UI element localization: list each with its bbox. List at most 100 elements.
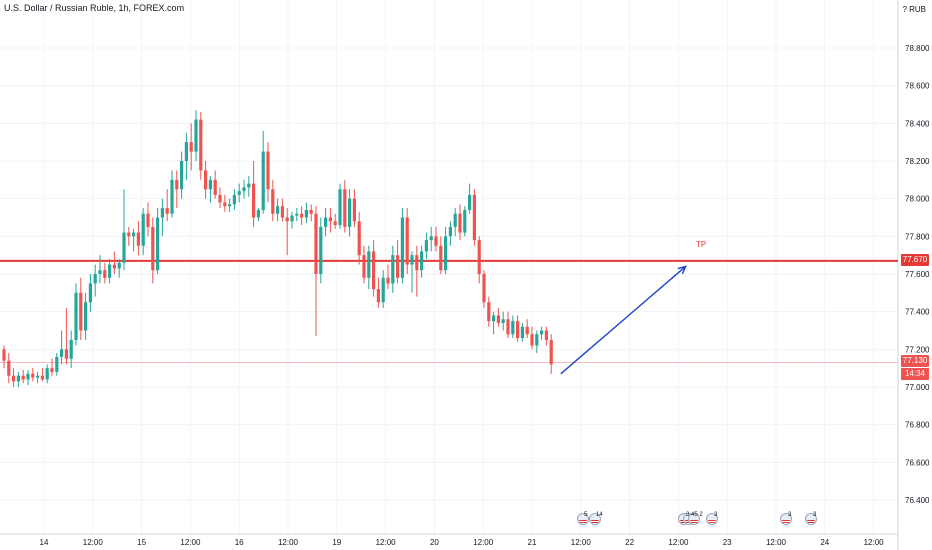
candle-body (549, 339, 553, 365)
currency-marker: ? (902, 5, 910, 14)
candle-body (232, 194, 236, 205)
candle-body (496, 315, 500, 323)
y-tick-label: 76.600 (905, 458, 930, 467)
candle-body (530, 334, 534, 346)
x-tick-label: 23 (723, 538, 732, 547)
candle-body (540, 330, 544, 335)
candle-body (405, 217, 409, 265)
candle-body (352, 198, 356, 222)
event-flag-icon[interactable] (688, 513, 700, 525)
candle-body (348, 198, 352, 227)
y-tick-label: 78.800 (905, 44, 930, 53)
candle-body (328, 217, 332, 222)
candle-body (256, 209, 260, 218)
candle-body (338, 189, 342, 226)
currency-code: RUB (909, 5, 926, 14)
candle-body (362, 255, 366, 278)
candle-body (544, 330, 548, 340)
x-tick-label: 12:00 (180, 538, 201, 547)
countdown-badge: 14:34 (901, 368, 929, 380)
candle-body (343, 189, 347, 227)
x-tick-label: 12:00 (864, 538, 885, 547)
candle-body (184, 142, 188, 161)
x-tick-label: 12:00 (376, 538, 397, 547)
x-tick-label: 15 (137, 538, 146, 547)
candle-body (400, 217, 404, 278)
candle-body (424, 240, 428, 252)
candle-body (458, 213, 462, 233)
candle-body (36, 375, 40, 378)
currency-label: ? RUB (902, 5, 926, 14)
candle-body (156, 217, 160, 271)
event-count: 5 (584, 512, 588, 518)
projection-arrow-line (560, 265, 687, 375)
candle-body (79, 292, 83, 331)
candle-body (189, 142, 193, 152)
candle-body (74, 292, 78, 340)
y-tick-label: 78.600 (905, 82, 930, 91)
candle-body (146, 213, 150, 227)
candle-body (31, 373, 35, 378)
candle-body (410, 255, 414, 265)
event-count: 3 45 2 (686, 512, 703, 518)
candle-body (386, 277, 390, 284)
event-flag-icon[interactable] (589, 513, 601, 525)
event-flag-icon[interactable] (577, 513, 589, 525)
event-flag-icon[interactable] (780, 513, 792, 525)
candle-body (415, 255, 419, 271)
candle-body (98, 270, 102, 274)
candle-body (429, 236, 433, 241)
candle-body (151, 226, 155, 271)
candle-body (252, 183, 256, 218)
candle-body (165, 208, 169, 214)
candle-body (180, 161, 184, 190)
candle-body (208, 179, 212, 190)
candle-body (117, 262, 121, 269)
candle-body (453, 213, 457, 227)
x-tick-label: 14 (40, 538, 49, 547)
event-flag-icon[interactable] (706, 513, 718, 525)
event-flag-icon[interactable] (805, 513, 817, 525)
candle-body (228, 204, 232, 207)
candle-body (136, 232, 140, 246)
candle-body (88, 283, 92, 303)
candle-body (482, 274, 486, 303)
symbol-title: U.S. Dollar / Russian Ruble, 1h, FOREX.c… (4, 3, 185, 13)
tp-price-badge: 77.670 (901, 254, 929, 266)
candle-body (84, 302, 88, 331)
candle-body (7, 360, 11, 376)
candle-body (448, 226, 452, 237)
y-tick-label: 77.000 (905, 383, 930, 392)
candle-body (261, 151, 265, 210)
candle-body (55, 356, 59, 372)
candle-body (170, 179, 174, 214)
candle-body (391, 255, 395, 284)
x-tick-label: 19 (332, 538, 341, 547)
candle-body (276, 206, 280, 214)
candle-body (122, 232, 126, 263)
candle-body (309, 209, 313, 214)
candle-body (439, 245, 443, 271)
candle-body (108, 264, 112, 278)
candle-body (40, 375, 44, 380)
candle-body (319, 226, 323, 274)
y-tick-label: 78.200 (905, 157, 930, 166)
x-tick-label: 12:00 (473, 538, 494, 547)
candle-body (434, 236, 438, 246)
tp-label: TP (696, 240, 707, 249)
candle-body (242, 187, 246, 192)
candle-body (333, 221, 337, 226)
candle-body (290, 215, 294, 222)
candle-body (492, 315, 496, 322)
x-tick-label: 12:00 (278, 538, 299, 547)
candle-body (218, 194, 222, 203)
candle-body (237, 191, 241, 195)
candle-body (487, 302, 491, 322)
last-price-badge: 77.130 (901, 355, 929, 367)
x-tick-label: 16 (235, 538, 244, 547)
candle-body (112, 264, 116, 269)
candle-body (396, 255, 400, 278)
x-tick-label: 12:00 (668, 538, 689, 547)
candle-body (21, 375, 25, 380)
